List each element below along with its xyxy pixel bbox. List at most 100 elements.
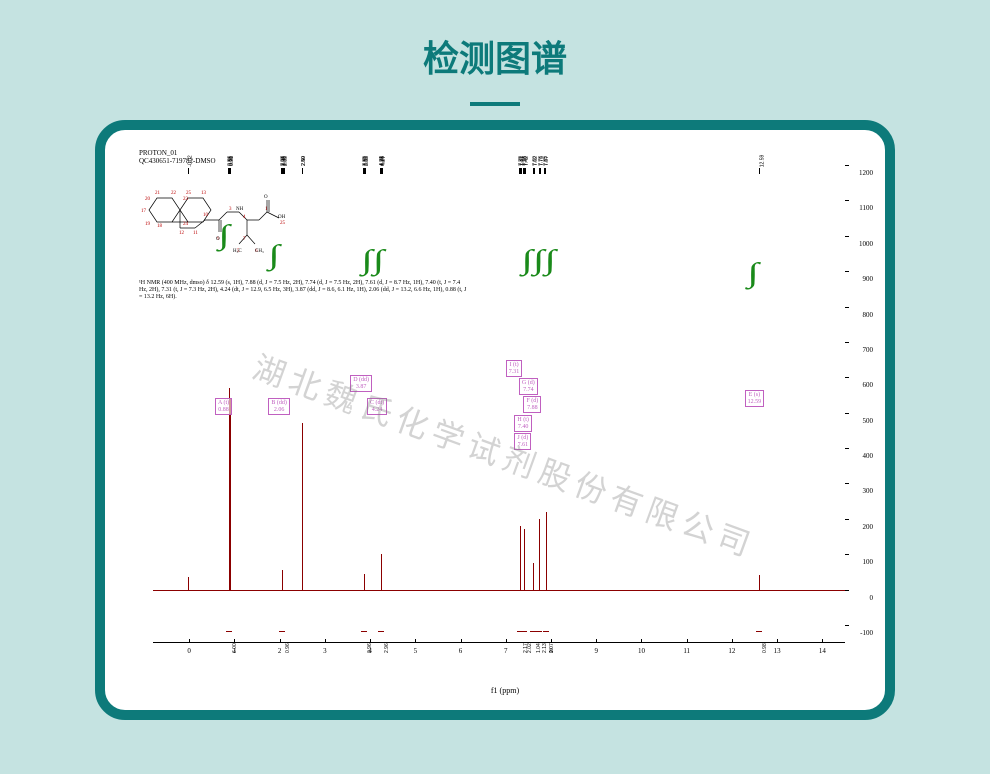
svg-text:11: 11 xyxy=(193,231,198,236)
ytick: 0 xyxy=(870,594,874,602)
svg-text:CH₃: CH₃ xyxy=(255,249,264,254)
xtick: 14 xyxy=(819,647,826,655)
ytick: 300 xyxy=(863,487,874,495)
integral-curve: ∫∫ xyxy=(361,245,384,277)
peak-label-C: C (dt)4.24 xyxy=(367,398,387,415)
integral: 2.96 xyxy=(384,643,390,653)
integral-curve: ∫ xyxy=(747,258,759,290)
peak xyxy=(533,563,534,590)
molecular-structure: 202122 232419 2513 1718 121110 341 9756 … xyxy=(139,170,309,270)
svg-text:23: 23 xyxy=(183,197,189,202)
peak-label-G: G (d)7.74 xyxy=(519,378,538,395)
nmr-description: ¹H NMR (400 MHz, dmso) δ 12.59 (s, 1H), … xyxy=(139,280,469,302)
peak xyxy=(546,512,547,590)
ytick: -100 xyxy=(860,629,873,637)
ytick: 400 xyxy=(863,452,874,460)
integral-curve: ∫∫∫ xyxy=(522,245,557,277)
integral: 1.04 xyxy=(536,643,542,653)
peak xyxy=(282,570,283,589)
xtick: 11 xyxy=(683,647,690,655)
peak-label-H: H (t)7.40 xyxy=(514,415,532,432)
xtick: 10 xyxy=(638,647,645,655)
ytick: 1100 xyxy=(859,204,873,212)
svg-text:18: 18 xyxy=(157,224,163,229)
top-ppm: 7.60 xyxy=(532,156,538,166)
ytick: 500 xyxy=(863,417,874,425)
xtick: 9 xyxy=(594,647,598,655)
peak-label-F: F (d)7.88 xyxy=(523,396,541,413)
ytick: 200 xyxy=(863,523,874,531)
top-ppm: 7.29 xyxy=(518,156,524,166)
top-ppm: 12.59 xyxy=(759,155,765,168)
top-ppm: 4.21 xyxy=(378,156,384,166)
xtick: 3 xyxy=(323,647,327,655)
svg-text:22: 22 xyxy=(171,191,177,196)
ytick: 900 xyxy=(863,275,874,283)
svg-text:24: 24 xyxy=(183,222,189,227)
integral: 2.07 xyxy=(549,643,555,653)
peak xyxy=(230,399,231,590)
spectrum-frame: 14131211109876543210-1000100200300400500… xyxy=(95,120,895,720)
meta-line2: QC430651-719782-DMSO xyxy=(139,158,216,166)
integral: 2.17 xyxy=(523,643,529,653)
integral: 0.96 xyxy=(367,643,373,653)
peak-label-E: E (s)12.59 xyxy=(745,390,765,407)
svg-text:25: 25 xyxy=(280,221,286,226)
svg-text:7: 7 xyxy=(243,237,246,242)
ytick: 800 xyxy=(863,311,874,319)
ytick: 100 xyxy=(863,558,874,566)
svg-text:O: O xyxy=(264,195,268,200)
svg-text:21: 21 xyxy=(155,191,161,196)
peak-label-A: A (t)0.88 xyxy=(215,398,232,415)
svg-text:25: 25 xyxy=(186,191,192,196)
peak xyxy=(539,519,540,590)
chart-area: 14131211109876543210-1000100200300400500… xyxy=(135,150,875,705)
integral: 6.00 xyxy=(232,643,238,653)
xtick: 13 xyxy=(774,647,781,655)
top-ppm: 0.86 xyxy=(227,156,233,166)
xtick: 6 xyxy=(459,647,463,655)
top-ppm: 2.49 xyxy=(301,156,307,166)
svg-text:20: 20 xyxy=(145,197,151,202)
top-ppm: 3.85 xyxy=(362,156,368,166)
integral: 2.13 xyxy=(542,643,548,653)
svg-text:OH: OH xyxy=(278,215,286,220)
svg-text:10: 10 xyxy=(203,213,209,218)
xtick: 0 xyxy=(187,647,191,655)
svg-text:12: 12 xyxy=(179,231,185,236)
peak xyxy=(188,577,189,589)
peak-label-J: J (d)7.61 xyxy=(514,433,531,450)
svg-text:13: 13 xyxy=(201,191,207,196)
svg-text:3: 3 xyxy=(229,207,232,212)
peak-label-I: I (t)7.31 xyxy=(506,360,523,377)
integral: 0.98 xyxy=(762,643,768,653)
integral: 0.96 xyxy=(285,643,291,653)
peak xyxy=(520,526,521,590)
xtick: 5 xyxy=(414,647,418,655)
svg-text:4: 4 xyxy=(243,215,246,220)
peak xyxy=(364,574,365,590)
xlabel: f1 (ppm) xyxy=(491,686,519,695)
svg-text:17: 17 xyxy=(141,209,147,214)
title-underline xyxy=(470,102,520,106)
peak xyxy=(524,529,525,589)
xtick: 12 xyxy=(728,647,735,655)
meta-block: PROTON_01 QC430651-719782-DMSO xyxy=(139,150,216,165)
svg-text:O: O xyxy=(216,237,220,242)
ytick: 1200 xyxy=(859,169,873,177)
svg-text:NH: NH xyxy=(236,207,244,212)
peak xyxy=(759,575,760,589)
xtick: 2 xyxy=(278,647,282,655)
svg-text:1: 1 xyxy=(265,207,268,212)
xtick: 7 xyxy=(504,647,508,655)
svg-text:H₃C: H₃C xyxy=(233,249,242,254)
top-ppm: 2.03 xyxy=(280,156,286,166)
ytick: 700 xyxy=(863,346,874,354)
peak xyxy=(302,423,303,589)
ytick: 1000 xyxy=(859,240,873,248)
peak xyxy=(381,554,382,589)
x-axis xyxy=(153,642,845,643)
peak-label-D: D (dd)3.87 xyxy=(350,375,372,392)
peak-label-B: B (dd)2.06 xyxy=(268,398,290,415)
ytick: 600 xyxy=(863,381,874,389)
